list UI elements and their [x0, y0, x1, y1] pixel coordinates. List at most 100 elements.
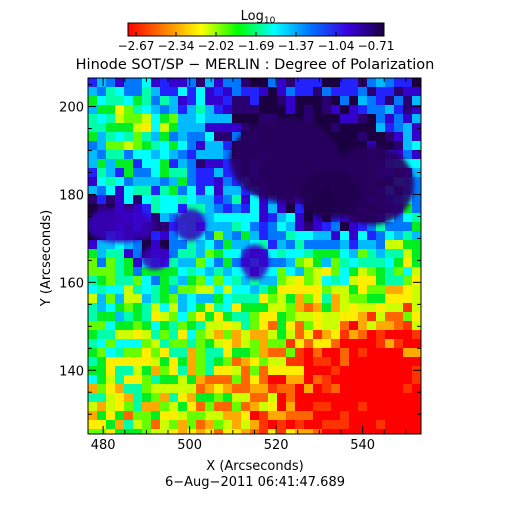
- heatmap-cell: [178, 294, 187, 303]
- heatmap-cell: [286, 285, 295, 294]
- heatmap-cell: [313, 276, 322, 285]
- heatmap-cell: [232, 87, 241, 96]
- heatmap-cell: [133, 276, 142, 285]
- heatmap-cell: [250, 204, 259, 213]
- heatmap-cell: [142, 123, 151, 132]
- heatmap-cell: [331, 267, 340, 276]
- heatmap-cell: [223, 276, 232, 285]
- heatmap-cell: [124, 303, 133, 312]
- heatmap-cell: [169, 159, 178, 168]
- heatmap-cell: [403, 312, 412, 321]
- heatmap-cell: [214, 222, 223, 231]
- x-tick-label: 480: [91, 438, 116, 453]
- heatmap-cell: [385, 114, 394, 123]
- heatmap-cell: [160, 303, 169, 312]
- heatmap-cell: [403, 411, 412, 420]
- heatmap-cell: [169, 150, 178, 159]
- heatmap-cell: [205, 411, 214, 420]
- heatmap-cell: [214, 411, 223, 420]
- heatmap-cell: [115, 132, 124, 141]
- heatmap-cell: [142, 159, 151, 168]
- heatmap-cell: [160, 411, 169, 420]
- heatmap-cell: [268, 96, 277, 105]
- heatmap-cell: [205, 168, 214, 177]
- heatmap-cell: [124, 357, 133, 366]
- heatmap-cell: [313, 294, 322, 303]
- heatmap-cell: [358, 123, 367, 132]
- heatmap-cell: [304, 276, 313, 285]
- heatmap-cell: [322, 420, 331, 429]
- heatmap-cell: [394, 141, 403, 150]
- heatmap-cell: [241, 393, 250, 402]
- heatmap-cell: [187, 285, 196, 294]
- heatmap-cell: [214, 105, 223, 114]
- heatmap-cell: [304, 267, 313, 276]
- heatmap-cell: [295, 96, 304, 105]
- heatmap-cell: [403, 222, 412, 231]
- heatmap-cell: [88, 402, 97, 411]
- heatmap-cell: [97, 366, 106, 375]
- heatmap-cell: [214, 420, 223, 429]
- heatmap-cell: [277, 231, 286, 240]
- timestamp: 6−Aug−2011 06:41:47.689: [165, 475, 345, 490]
- heatmap-cell: [250, 195, 259, 204]
- heatmap-cell: [187, 384, 196, 393]
- heatmap-cell: [376, 222, 385, 231]
- heatmap-cell: [304, 321, 313, 330]
- heatmap-cell: [358, 87, 367, 96]
- heatmap-cell: [178, 105, 187, 114]
- heatmap-cell: [241, 384, 250, 393]
- heatmap-cell: [313, 96, 322, 105]
- heatmap-cell: [349, 348, 358, 357]
- heatmap-cell: [178, 375, 187, 384]
- heatmap-cell: [367, 330, 376, 339]
- heatmap-cell: [160, 285, 169, 294]
- heatmap-cell: [178, 429, 187, 434]
- heatmap-cell: [133, 87, 142, 96]
- heatmap-cell: [133, 114, 142, 123]
- heatmap-cell: [385, 240, 394, 249]
- heatmap-cell: [160, 312, 169, 321]
- heatmap-cell: [331, 132, 340, 141]
- heatmap-cell: [295, 267, 304, 276]
- heatmap-cell: [403, 285, 412, 294]
- heatmap-cell: [412, 411, 421, 420]
- heatmap-cell: [349, 330, 358, 339]
- x-tick-label: 520: [264, 438, 289, 453]
- heatmap-cell: [106, 195, 115, 204]
- heatmap-cell: [223, 285, 232, 294]
- heatmap-cell: [340, 303, 349, 312]
- heatmap-cell: [169, 87, 178, 96]
- heatmap-cell: [142, 384, 151, 393]
- heatmap-cell: [385, 249, 394, 258]
- heatmap-cell: [394, 375, 403, 384]
- heatmap-cell: [187, 375, 196, 384]
- heatmap-cell: [241, 123, 250, 132]
- heatmap-cell: [160, 339, 169, 348]
- heatmap-cell: [403, 159, 412, 168]
- heatmap-cell: [340, 393, 349, 402]
- heatmap-cell: [367, 384, 376, 393]
- heatmap-cell: [133, 132, 142, 141]
- heatmap-cell: [232, 105, 241, 114]
- heatmap-cell: [367, 375, 376, 384]
- heatmap-cell: [394, 249, 403, 258]
- heatmap-cell: [268, 285, 277, 294]
- heatmap-cell: [277, 339, 286, 348]
- heatmap-cell: [214, 303, 223, 312]
- heatmap-cell: [151, 402, 160, 411]
- heatmap-cell: [304, 402, 313, 411]
- heatmap-cell: [412, 195, 421, 204]
- heatmap-cell: [295, 429, 304, 434]
- heatmap-cell: [115, 123, 124, 132]
- heatmap-cell: [241, 357, 250, 366]
- heatmap-cell: [106, 402, 115, 411]
- heatmap-cell: [295, 222, 304, 231]
- heatmap-cell: [196, 267, 205, 276]
- heatmap-cell: [241, 312, 250, 321]
- heatmap-cell: [232, 402, 241, 411]
- heatmap-cell: [394, 411, 403, 420]
- heatmap-cell: [142, 87, 151, 96]
- heatmap-cell: [277, 312, 286, 321]
